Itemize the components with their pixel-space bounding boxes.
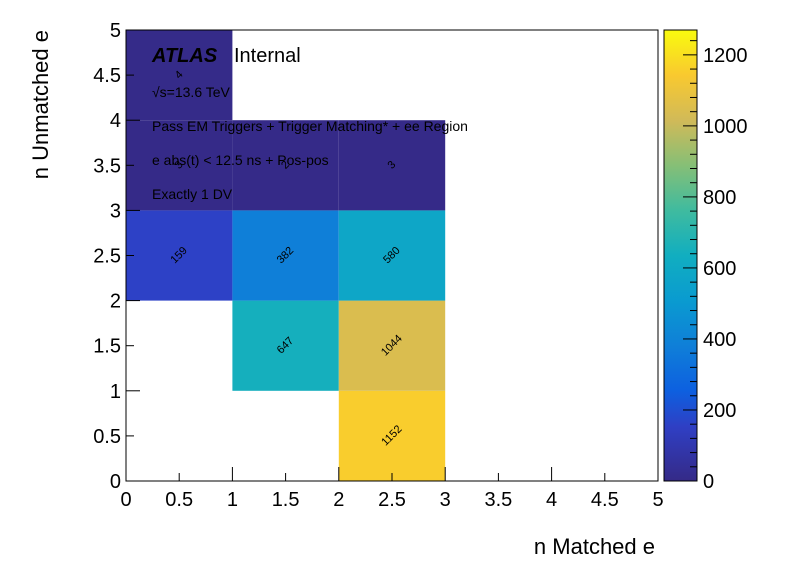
energy-annotation: √s=13.6 TeV bbox=[152, 84, 231, 100]
y-axis-title: n Unmatched e bbox=[28, 30, 53, 179]
heatmap-cell bbox=[338, 390, 446, 481]
colorbar bbox=[663, 29, 698, 482]
x-tick-label: 2.5 bbox=[378, 489, 406, 511]
y-axis: 0 0.5 1 1.5 2 2.5 3 3.5 4 4.5 5 bbox=[93, 20, 140, 493]
colorbar-axis: 0 200 400 600 800 1000 1200 bbox=[683, 40, 748, 493]
colorbar-tick-label: 1000 bbox=[703, 116, 748, 138]
heatmap-cell bbox=[232, 120, 339, 211]
y-tick-label: 2.5 bbox=[93, 246, 121, 268]
colorbar-tick-label: 800 bbox=[703, 187, 736, 209]
heatmap-cell bbox=[338, 300, 446, 391]
x-tick-label: 4.5 bbox=[591, 489, 619, 511]
y-tick-label: 4.5 bbox=[93, 65, 121, 87]
colorbar-tick-label: 1200 bbox=[703, 45, 748, 67]
y-tick-label: 5 bbox=[110, 20, 121, 42]
heatmap-cell bbox=[232, 210, 339, 301]
x-tick-label: 0 bbox=[120, 489, 131, 511]
dv-annotation: Exactly 1 DV bbox=[152, 186, 233, 202]
x-tick-label: 1.5 bbox=[272, 489, 300, 511]
timing-annotation: e abs(t) < 12.5 ns + Pos-pos bbox=[152, 152, 329, 168]
x-axis: 0 0.5 1 1.5 2 2.5 3 3.5 4 4.5 5 bbox=[120, 467, 664, 511]
heatmap-cell bbox=[126, 30, 233, 121]
heatmap-cell bbox=[126, 210, 233, 301]
x-tick-label: 3 bbox=[440, 489, 451, 511]
x-tick-label: 2 bbox=[333, 489, 344, 511]
heatmap-cells bbox=[126, 30, 446, 481]
colorbar-tick-label: 0 bbox=[703, 471, 714, 493]
heatmap-cell bbox=[338, 120, 446, 211]
heatmap-cell bbox=[338, 210, 446, 301]
internal-label: Internal bbox=[234, 45, 301, 67]
colorbar-tick-label: 200 bbox=[703, 400, 736, 422]
annotations: ATLAS Internal √s=13.6 TeV Pass EM Trigg… bbox=[151, 45, 468, 202]
selection-annotation: Pass EM Triggers + Trigger Matching* + e… bbox=[152, 118, 468, 134]
heatmap-cell bbox=[126, 120, 233, 211]
y-tick-label: 3.5 bbox=[93, 155, 121, 177]
atlas-label: ATLAS bbox=[151, 45, 218, 67]
y-tick-label: 1 bbox=[110, 381, 121, 403]
colorbar-tick-label: 600 bbox=[703, 258, 736, 280]
x-tick-label: 0.5 bbox=[165, 489, 193, 511]
x-axis-title: n Matched e bbox=[534, 534, 655, 559]
heatmap-cell bbox=[232, 300, 339, 391]
y-tick-label: 0 bbox=[110, 471, 121, 493]
x-tick-label: 4 bbox=[546, 489, 557, 511]
x-tick-label: 1 bbox=[227, 489, 238, 511]
y-tick-label: 4 bbox=[110, 110, 121, 132]
y-tick-label: 3 bbox=[110, 200, 121, 222]
x-tick-label: 5 bbox=[652, 489, 663, 511]
y-tick-label: 0.5 bbox=[93, 426, 121, 448]
y-tick-label: 2 bbox=[110, 291, 121, 313]
y-tick-label: 1.5 bbox=[93, 336, 121, 358]
x-tick-label: 3.5 bbox=[484, 489, 512, 511]
colorbar-tick-label: 400 bbox=[703, 329, 736, 351]
